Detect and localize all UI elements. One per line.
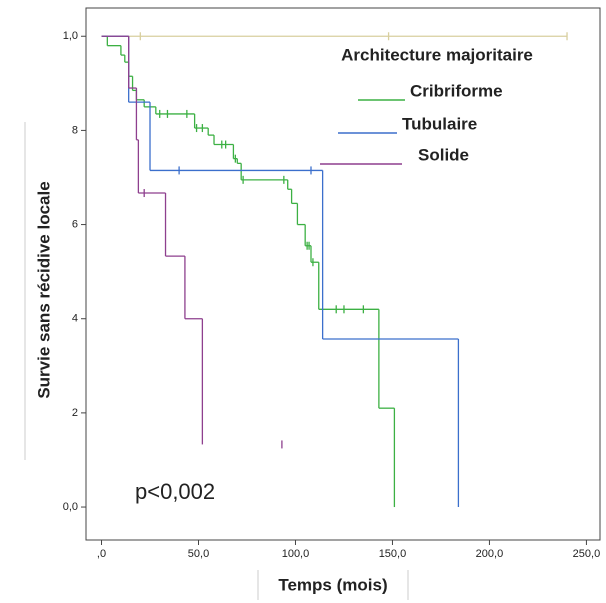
legend-label: Solide: [418, 145, 469, 164]
x-tick-label: ,0: [97, 548, 106, 560]
y-tick-label: 0,0: [63, 501, 78, 513]
y-tick-label: 6: [72, 218, 78, 230]
x-tick-label: 150,0: [379, 548, 407, 560]
y-tick-label: 8: [72, 124, 78, 136]
plot-frame: [85, 7, 601, 541]
x-tick-label: 200,0: [476, 548, 504, 560]
legend-title: Architecture majoritaire: [341, 45, 533, 64]
annotation: p<0,002: [135, 479, 215, 504]
legend-label: Tubulaire: [402, 114, 477, 133]
x-tick-label: 50,0: [188, 548, 209, 560]
x-tick-label: 250,0: [573, 548, 601, 560]
y-tick-label: 4: [72, 313, 78, 325]
y-axis-label: Survie sans récidive locale: [34, 181, 53, 398]
legend-label: Cribriforme: [410, 81, 503, 100]
y-tick-label: 1,0: [63, 30, 78, 42]
x-axis-label: Temps (mois): [278, 575, 387, 594]
x-tick-label: 100,0: [282, 548, 310, 560]
y-tick-label: 2: [72, 407, 78, 419]
